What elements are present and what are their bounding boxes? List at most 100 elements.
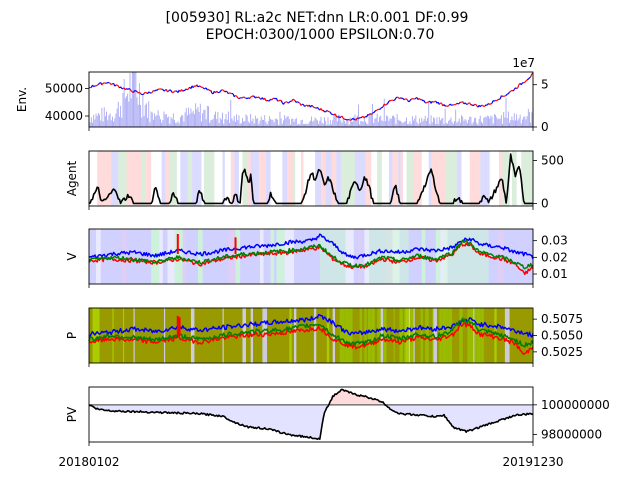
action-band xyxy=(97,151,105,206)
action-band xyxy=(483,151,488,206)
value-frame xyxy=(88,228,534,285)
policy-band xyxy=(408,308,410,363)
price-segment xyxy=(334,113,337,117)
y-tick-label: 98000000 xyxy=(541,428,602,442)
y-tick-label: 0.01 xyxy=(541,267,568,281)
action-band xyxy=(475,151,481,206)
price-segment xyxy=(185,88,188,91)
action-band xyxy=(435,229,441,284)
pv-below-fill xyxy=(89,404,533,440)
price-segment xyxy=(479,104,482,108)
price-segment xyxy=(526,78,529,81)
action-band xyxy=(260,229,264,284)
action-band xyxy=(121,229,127,284)
pv-above-fill xyxy=(89,389,533,405)
action-band xyxy=(118,151,127,206)
price-segment xyxy=(172,90,175,94)
chart-title-line1: [005930] RL:a2c NET:dnn LR:0.001 DF:0.99 xyxy=(166,10,469,26)
y-axis-label: Env. xyxy=(15,87,29,112)
price-segment xyxy=(142,93,145,96)
action-band xyxy=(165,151,170,206)
price-segment xyxy=(426,101,428,104)
policy-band xyxy=(506,308,510,363)
price-segment xyxy=(258,96,261,100)
policy-band xyxy=(474,308,477,363)
price-segment xyxy=(312,105,315,108)
action-band xyxy=(282,151,287,206)
policy-band xyxy=(345,308,350,363)
action-band xyxy=(499,151,503,206)
price-segment xyxy=(182,89,185,92)
price-segment xyxy=(208,88,211,92)
price-segment xyxy=(225,90,228,93)
price-segment xyxy=(317,107,320,110)
price-segment xyxy=(488,102,491,106)
policy-band xyxy=(367,308,371,363)
price-segment xyxy=(95,84,98,87)
pv-frame xyxy=(88,386,534,443)
action-band xyxy=(197,229,203,284)
price-segment xyxy=(300,103,303,106)
policy-band xyxy=(289,308,292,363)
price-segment xyxy=(475,103,478,107)
price-segment xyxy=(449,103,452,106)
action-band xyxy=(187,151,193,206)
price-segment xyxy=(455,102,458,105)
policy-hold-line xyxy=(88,317,534,348)
price-segment xyxy=(433,100,435,103)
action-band xyxy=(192,151,200,206)
price-segment xyxy=(116,84,119,87)
action-band xyxy=(258,151,266,206)
price-segment xyxy=(356,117,359,120)
price-segment xyxy=(525,79,528,82)
price-segment xyxy=(126,88,129,90)
price-segment xyxy=(138,91,141,94)
policy-band xyxy=(383,308,387,363)
price-segment xyxy=(102,82,105,84)
x-start-label: 20180102 xyxy=(58,455,119,469)
price-segment xyxy=(136,91,139,94)
policy-band xyxy=(371,308,375,363)
price-segment xyxy=(471,104,474,107)
price-segment xyxy=(348,119,351,121)
action-band xyxy=(392,229,400,284)
price-segment xyxy=(109,82,112,86)
action-band xyxy=(230,151,235,206)
price-segment xyxy=(520,82,523,86)
policy-band xyxy=(294,308,297,363)
price-segment xyxy=(273,97,276,100)
price-segment xyxy=(491,100,494,104)
price-segment xyxy=(246,97,249,100)
action-band xyxy=(480,151,484,206)
policy-band xyxy=(262,308,264,363)
policy-band xyxy=(399,308,403,363)
action-band xyxy=(167,229,175,284)
y-tick-label: 0.5050 xyxy=(541,329,583,343)
y2-tick-label: 5 xyxy=(541,78,549,92)
action-band xyxy=(276,229,285,284)
price-segment xyxy=(216,90,219,93)
price-segment xyxy=(360,116,363,119)
price-segment xyxy=(163,89,166,92)
policy-band xyxy=(326,308,330,363)
action-band xyxy=(315,151,321,206)
price-segment xyxy=(393,99,396,102)
price-segment xyxy=(235,94,237,97)
price-segment xyxy=(224,90,227,93)
price-segment xyxy=(292,98,295,101)
price-segment xyxy=(363,116,366,119)
price-segment xyxy=(421,99,424,102)
action-band xyxy=(336,151,341,206)
price-segment xyxy=(510,89,513,92)
price-segment xyxy=(408,100,411,103)
value-bg-fill xyxy=(89,229,533,284)
action-band xyxy=(428,151,432,206)
price-segment xyxy=(414,97,417,100)
price-segment xyxy=(394,97,397,101)
x-end-label: 20191230 xyxy=(502,455,563,469)
policy-band xyxy=(359,308,362,363)
y2-exponent: 1e7 xyxy=(512,56,535,70)
price-segment xyxy=(133,90,136,93)
price-segment xyxy=(156,88,159,91)
price-segment xyxy=(352,117,355,120)
